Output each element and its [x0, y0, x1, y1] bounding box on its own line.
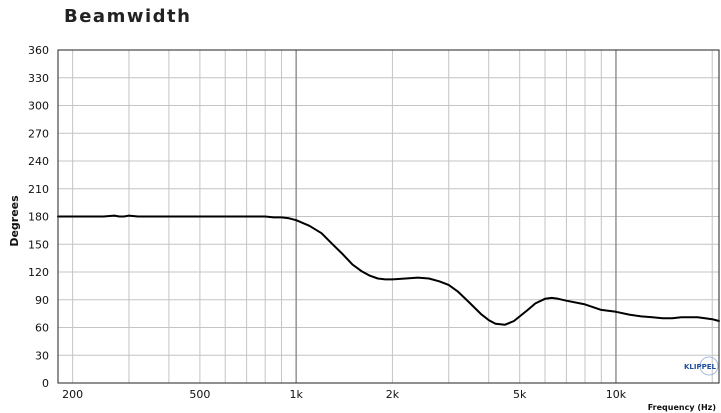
y-tick-label: 240: [28, 155, 49, 168]
y-tick-label: 0: [42, 377, 49, 390]
x-tick-label: 1k: [289, 388, 303, 401]
y-axis-label: Degrees: [8, 195, 21, 247]
klippel-logo: KLIPPEL: [684, 356, 719, 376]
y-tick-label: 360: [28, 44, 49, 57]
x-tick-label: 5k: [513, 388, 527, 401]
series-line-0: [57, 214, 720, 326]
x-tick-label: 2k: [386, 388, 400, 401]
x-tick-label: 10k: [606, 388, 627, 401]
y-tick-label: 300: [28, 100, 49, 113]
x-tick-label: 200: [62, 388, 83, 401]
y-tick-label: 150: [28, 238, 49, 251]
chart-title: Beamwidth: [64, 6, 192, 27]
x-axis-label: Frequency (Hz): [648, 403, 716, 412]
y-tick-label: 90: [35, 294, 49, 307]
tick-layer: 0 30 60 90 120 150 180 210 240 270 300 330 360 200 500…: [28, 44, 627, 401]
y-tick-label: 30: [35, 349, 49, 362]
y-tick-label: 330: [28, 72, 49, 85]
series-layer: [57, 214, 720, 326]
y-tick-label: 210: [28, 183, 49, 196]
y-tick-label: 180: [28, 211, 49, 224]
y-tick-label: 270: [28, 127, 49, 140]
plot-frame: [57, 49, 720, 384]
y-tick-label: 120: [28, 266, 49, 279]
y-tick-label: 60: [35, 322, 49, 335]
x-tick-label: 500: [189, 388, 210, 401]
klippel-logo-text: KLIPPEL: [684, 363, 717, 371]
